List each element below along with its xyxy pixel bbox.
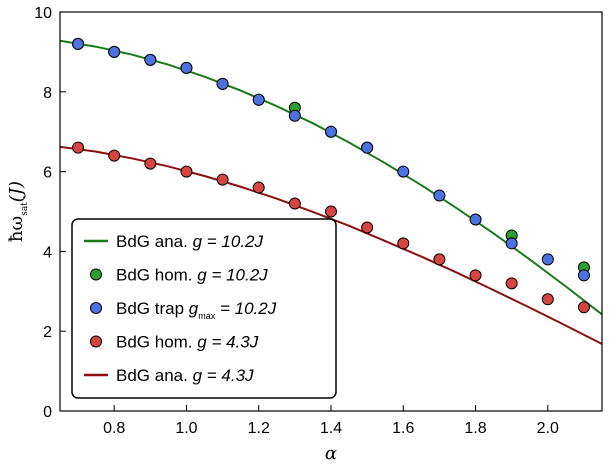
x-tick-label-4: 1.6 (392, 420, 414, 437)
series-2-point-0 (72, 37, 85, 50)
axes: 0.8 1.0 1.2 1.4 1.6 1.8 2.0 0 2 4 6 8 10 α ħωsat(J) (6, 5, 603, 464)
y-axis-label-main: ħω (6, 216, 27, 242)
legend-label-1-text: BdG hom. (116, 266, 197, 285)
series-2-point-14 (577, 269, 590, 282)
series-2-point-13 (541, 253, 554, 266)
x-tick-label-6: 2.0 (537, 420, 559, 437)
legend-swatch-3 (90, 335, 102, 348)
legend-label-0-ital: g = 10.2J (193, 232, 264, 251)
legend-label-4-text: BdG ana. (116, 366, 193, 385)
x-tick-label-5: 1.8 (464, 420, 486, 437)
series-2-point-5 (252, 93, 265, 106)
legend-swatch-1 (90, 268, 102, 281)
y-tick-label-4: 8 (43, 85, 52, 102)
legend-label-1: BdG hom. g = 10.2J (116, 266, 268, 285)
legend-label-0: BdG ana. g = 10.2J (116, 232, 263, 251)
y-tick-label-3: 6 (43, 165, 52, 182)
x-tick-label-1: 1.0 (175, 420, 197, 437)
series-3-point-3 (180, 165, 193, 178)
legend-box (71, 218, 337, 399)
legend-label-1-ital: g = 10.2J (197, 266, 268, 285)
series-3-point-12 (505, 277, 518, 290)
series-2-point-2 (144, 53, 157, 66)
legend-swatch-2 (90, 302, 102, 314)
plot-area (60, 37, 602, 345)
series-2-point-12 (505, 237, 518, 250)
series-3-point-14 (577, 301, 590, 314)
legend-label-3-ital: g = 4.3J (197, 333, 258, 352)
x-tick-label-3: 1.4 (320, 420, 342, 437)
series-2-point-8 (361, 141, 374, 154)
series-2-point-3 (180, 61, 193, 74)
x-tick-label-0: 0.8 (103, 420, 125, 437)
legend-label-4-ital: g = 4.3J (193, 366, 254, 385)
y-tick-label-1: 2 (43, 324, 52, 341)
series-3-point-1 (108, 149, 121, 162)
series-3-point-8 (361, 221, 374, 234)
y-axis-label-tail: (J) (6, 181, 27, 202)
series-3-point-6 (288, 197, 301, 210)
series-3-point-0 (72, 141, 85, 154)
series-2-point-1 (108, 45, 121, 58)
series-2-point-11 (469, 213, 482, 226)
series-3-point-4 (216, 173, 229, 186)
legend-label-4: BdG ana. g = 4.3J (116, 366, 254, 385)
legend-label-3: BdG hom. g = 4.3J (116, 333, 259, 352)
series-3-point-11 (469, 269, 482, 282)
y-axis-label-sub: sat (20, 202, 30, 216)
series-2-point-9 (397, 165, 410, 178)
series-3-point-2 (144, 157, 157, 170)
series-2-point-7 (325, 125, 337, 138)
series-3-point-10 (433, 253, 446, 266)
legend-label-3-text: BdG hom. (116, 333, 197, 352)
y-tick-label-0: 0 (43, 404, 52, 421)
series-2-point-4 (216, 77, 229, 90)
series-2-point-10 (433, 189, 446, 202)
series-3-point-13 (541, 293, 554, 306)
y-axis-label: ħωsat(J) (6, 181, 30, 242)
series-3-point-9 (397, 237, 410, 250)
legend-label-2-ital: = 10.2J (215, 299, 276, 318)
legend-label-2-text: BdG trap (116, 299, 189, 318)
legend-label-2: BdG trap gmax = 10.2J (116, 299, 277, 321)
x-axis-label: α (325, 443, 337, 464)
legend-label-2-var: g (189, 299, 199, 318)
series-3-point-7 (325, 205, 337, 218)
series-3-point-5 (252, 181, 265, 194)
series-2-point-6 (288, 109, 301, 122)
legend-label-2-sub: max (198, 311, 216, 321)
x-tick-label-2: 1.2 (248, 420, 270, 437)
y-tick-label-5: 10 (34, 5, 52, 22)
y-tick-label-2: 4 (43, 244, 52, 261)
legend-label-0-text: BdG ana. (116, 232, 193, 251)
